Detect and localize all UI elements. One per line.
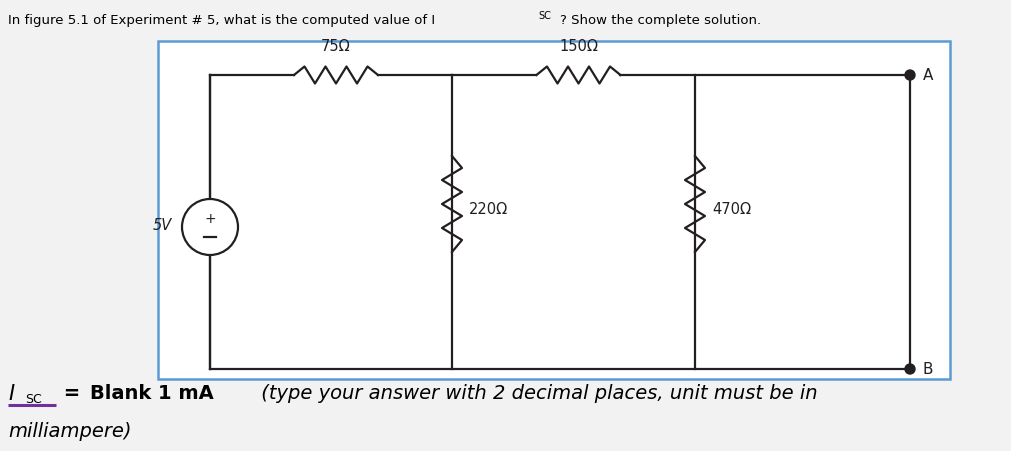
Text: A: A xyxy=(923,69,933,83)
Text: In figure 5.1 of Experiment # 5, what is the computed value of I: In figure 5.1 of Experiment # 5, what is… xyxy=(8,14,435,27)
Text: B: B xyxy=(923,362,933,377)
Text: SC: SC xyxy=(538,11,551,21)
Text: $I$: $I$ xyxy=(8,383,15,403)
Text: 75Ω: 75Ω xyxy=(321,39,351,54)
Text: SC: SC xyxy=(25,393,41,405)
Text: (type your answer with 2 decimal places, unit must be in: (type your answer with 2 decimal places,… xyxy=(255,384,818,403)
Circle shape xyxy=(905,364,915,374)
Circle shape xyxy=(905,71,915,81)
Text: ? Show the complete solution.: ? Show the complete solution. xyxy=(560,14,761,27)
Text: 470Ω: 470Ω xyxy=(712,202,751,217)
Text: +: + xyxy=(204,212,215,226)
Circle shape xyxy=(182,199,238,255)
Text: 150Ω: 150Ω xyxy=(559,39,598,54)
Text: Blank 1 mA: Blank 1 mA xyxy=(90,384,213,403)
Text: milliampere): milliampere) xyxy=(8,422,131,441)
Text: 220Ω: 220Ω xyxy=(469,202,509,217)
FancyBboxPatch shape xyxy=(158,42,950,379)
Text: =: = xyxy=(57,384,87,403)
Text: 5V: 5V xyxy=(153,218,172,233)
